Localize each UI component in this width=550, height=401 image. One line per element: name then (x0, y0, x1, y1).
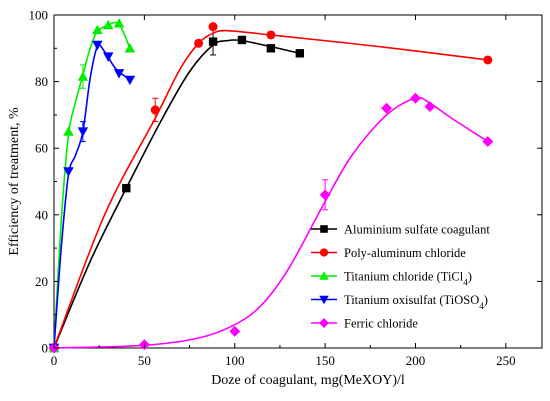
legend-label: Poly-aluminum chloride (344, 246, 466, 260)
x-tick-label: 150 (315, 353, 335, 368)
legend-label: Ferric chloride (344, 317, 418, 331)
data-point (483, 55, 493, 65)
legend-label: Titanium oxisulfat (TiOSO4) (344, 293, 488, 311)
y-tick-label: 80 (35, 74, 48, 89)
series-line (53, 29, 488, 349)
y-tick-label: 40 (35, 207, 48, 222)
data-point (208, 37, 218, 46)
legend-item: Titanium oxisulfat (TiOSO4) (311, 293, 488, 311)
data-point (319, 189, 331, 201)
series-square (49, 27, 305, 353)
x-tick-label: 200 (406, 353, 426, 368)
data-point (319, 248, 329, 257)
series-layer (48, 18, 494, 354)
y-tick-label: 60 (35, 141, 48, 156)
data-point (102, 52, 114, 62)
legend-label: Aluminium sulfate coagulant (344, 223, 490, 237)
data-point (319, 271, 329, 280)
legend-item: Poly-aluminum chloride (311, 246, 466, 260)
data-point (63, 167, 74, 177)
y-tick-label: 20 (35, 274, 48, 289)
y-tick-label: 100 (29, 8, 49, 23)
series-line (53, 44, 131, 349)
x-tick-label: 100 (225, 353, 245, 368)
legend-item: Titanium chloride (TiCl4) (311, 270, 472, 288)
data-point (237, 35, 247, 45)
data-point (113, 18, 125, 28)
y-tick-label: 0 (42, 341, 49, 356)
data-point (410, 92, 421, 104)
series-diamond (48, 92, 494, 354)
data-point (208, 22, 218, 32)
data-point (102, 19, 114, 30)
legend-label: Titanium chloride (TiCl4) (344, 270, 472, 288)
data-point (92, 40, 103, 51)
series-circle (49, 22, 493, 353)
data-point (150, 105, 160, 115)
data-point (113, 69, 125, 79)
data-point (194, 38, 204, 48)
data-point (319, 295, 329, 305)
legend-item: Ferric chloride (311, 317, 418, 331)
data-point (124, 43, 136, 53)
data-point (424, 101, 436, 113)
series-line (53, 39, 300, 349)
x-tick-label: 0 (51, 353, 58, 368)
data-point (319, 318, 329, 328)
data-point (266, 30, 276, 40)
data-point (63, 126, 74, 136)
x-tick-label: 50 (138, 353, 151, 368)
data-point (381, 102, 393, 114)
data-point (295, 49, 305, 58)
data-point (124, 75, 136, 86)
data-point (266, 44, 276, 53)
data-point (320, 225, 328, 233)
legend: Aluminium sulfate coagulant Poly-aluminum… (311, 223, 490, 331)
series-line (53, 21, 131, 349)
data-point (92, 24, 103, 35)
data-point (482, 136, 494, 147)
x-tick-label: 250 (496, 353, 516, 368)
data-point (77, 127, 89, 137)
data-point (122, 183, 131, 193)
x-axis-label: Doze of coagulant, mg(MeXOY)/l (211, 373, 405, 388)
legend-item: Aluminium sulfate coagulant (311, 223, 490, 237)
data-point (229, 325, 241, 337)
y-axis-label: Efficiency of treatment, % (7, 107, 22, 256)
data-point (77, 71, 89, 81)
axes-layer: 0 50 100 150 200 250 0 20 40 60 80 100 (29, 8, 542, 368)
